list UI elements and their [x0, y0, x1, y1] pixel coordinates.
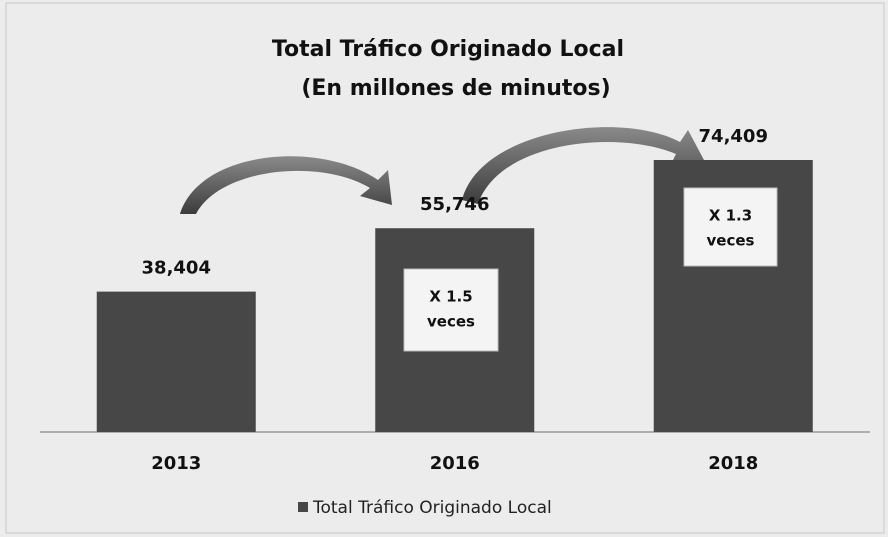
- annotation: X 1.3: [709, 207, 752, 225]
- chart-title: Total Tráfico Originado Local: [272, 37, 624, 62]
- value-label: 38,404: [142, 258, 211, 279]
- arrow: [180, 156, 392, 214]
- chart-subtitle: (En millones de minutos): [301, 76, 610, 101]
- annotation-box: [683, 187, 778, 267]
- frame: [5, 2, 885, 534]
- annotation: veces: [707, 232, 755, 250]
- x-tick-label: 2013: [151, 453, 201, 474]
- value-label: 55,746: [420, 194, 489, 215]
- legend-swatch: [298, 502, 308, 512]
- x-tick-label: 2016: [430, 453, 480, 474]
- value-label: 74,409: [699, 126, 768, 147]
- arrow: [462, 127, 704, 204]
- plot: 38,404 2013 55,746 2016 74,409 2018 X 1.5 veces…: [96, 126, 813, 474]
- legend-label: Total Tráfico Originado Local: [312, 498, 552, 518]
- bar: [96, 291, 256, 432]
- x-tick-label: 2018: [708, 453, 758, 474]
- annotation: veces: [427, 313, 475, 331]
- annotation: X 1.5: [429, 288, 472, 306]
- annotation-box: [403, 268, 499, 352]
